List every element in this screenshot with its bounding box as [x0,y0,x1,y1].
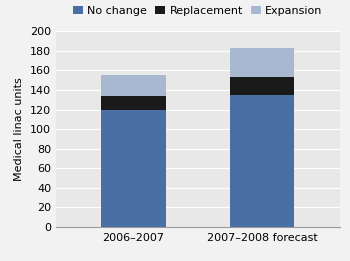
Bar [230,95,294,227]
Y-axis label: Medical linac units: Medical linac units [14,77,25,181]
Bar [230,48,294,77]
Bar [101,75,166,96]
Bar [101,96,166,110]
Bar [230,77,294,95]
Legend: No change, Replacement, Expansion: No change, Replacement, Expansion [73,5,322,16]
Bar [101,110,166,227]
